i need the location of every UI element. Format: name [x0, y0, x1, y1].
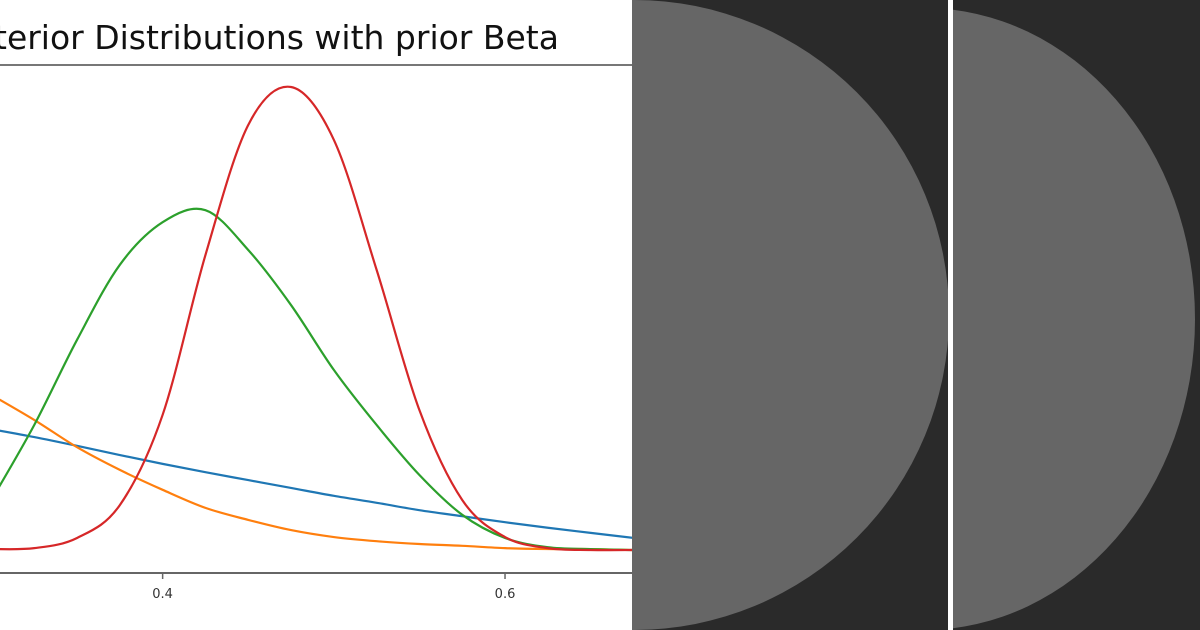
- chart-panel: terior Distributions with prior Beta 0.4…: [0, 0, 632, 630]
- series-line-1: [0, 398, 632, 552]
- x-tick-label: 0.4: [152, 587, 173, 602]
- line-chart: 0.4 0.6: [0, 64, 632, 602]
- half-circle-shape: [953, 8, 1195, 630]
- x-tick-label: 0.6: [495, 587, 516, 602]
- dark-panel-2: [953, 0, 1200, 630]
- half-circle-shape: [632, 0, 948, 630]
- panel-divider: [948, 0, 953, 630]
- dark-panel-1: [632, 0, 948, 630]
- series-line-3: [0, 85, 632, 552]
- series-line-2: [0, 207, 632, 552]
- series-line-0: [0, 429, 632, 539]
- chart-title: terior Distributions with prior Beta: [0, 18, 559, 57]
